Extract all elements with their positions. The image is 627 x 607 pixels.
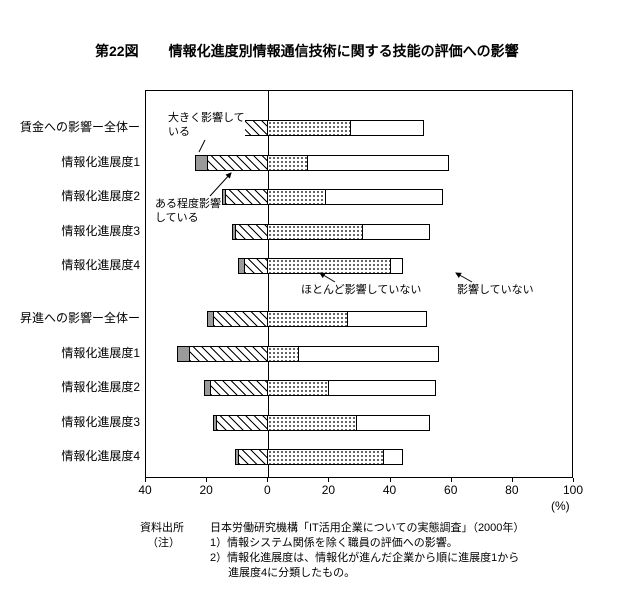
axis-tick-mark: [328, 478, 330, 482]
bar-segment-strongly-affected: [234, 449, 239, 465]
bar-segment-somewhat-affected: [207, 154, 269, 171]
category-label: 情報化進展度1: [61, 154, 140, 169]
axis-tick-label: 40: [138, 483, 152, 497]
note-spacer-1: [140, 551, 210, 566]
note-row-3: 進展度4に分類したもの。: [140, 566, 524, 581]
source-label: 資料出所: [140, 522, 184, 534]
bar-segment-somewhat-affected: [213, 311, 269, 327]
bar-segment-not-affected: [267, 120, 351, 136]
bar-segment-strongly-affected: [231, 223, 236, 240]
bar-segment-not-affected: [267, 449, 385, 465]
bars-layer: [146, 91, 572, 477]
bar-segment-somewhat-affected: [216, 414, 269, 431]
axis-tick-label: 60: [444, 483, 458, 497]
bar-segment-strongly-affected: [207, 311, 215, 327]
note-row-2: 2）情報化進展度は、情報化が進んだ企業から順に進展度1から: [140, 551, 524, 566]
axis-tick-mark: [450, 478, 452, 482]
bar-segment-somewhat-affected: [210, 380, 269, 396]
category-label: 情報化進展度4: [61, 258, 140, 273]
figure-number: 第22図: [95, 43, 139, 59]
category-label: 情報化進展度2: [61, 380, 140, 394]
note-spacer-2: [140, 566, 210, 581]
bar-segment-not-affected: [267, 311, 348, 327]
bar-segment-strongly-affected: [176, 345, 190, 362]
bar-segment-strongly-affected: [213, 414, 218, 431]
category-label: 昇進への影響ー全体ー: [19, 311, 140, 325]
axis-tick-label: 80: [505, 483, 519, 497]
source-text: 日本労働研究機構「IT活用企業についての実態調査」（2000年）: [210, 522, 525, 534]
note-row-1: （注） 1）情報システム関係を除く職員の評価への影響。: [140, 536, 524, 551]
bar-segment-not-affected: [267, 189, 327, 206]
category-label: 情報化進展度2: [61, 189, 140, 204]
note-3: 進展度4に分類したもの。: [228, 567, 356, 579]
axis-tick-label: 100: [562, 483, 584, 497]
figure-title: 第22図 情報化進度別情報通信技術に関する技能の評価への影響: [95, 41, 519, 61]
bar-segment-not-affected: [267, 380, 330, 396]
axis-tick-mark: [267, 478, 269, 482]
annotation-strongly-affected-label: 大きく影響して いる: [168, 111, 245, 139]
bar-segment-not-affected: [267, 258, 391, 275]
bar-segment-not-affected: [267, 154, 309, 171]
axis-tick-label: 40: [382, 483, 397, 497]
bar-segment-strongly-affected: [222, 189, 227, 206]
bar-segment-strongly-affected: [237, 258, 245, 275]
annotation-hardly-affected-label: ほとんど影響していない: [301, 283, 422, 297]
axis-tick-mark: [573, 478, 574, 482]
bar-segment-somewhat-affected: [225, 189, 269, 206]
bar-segment-strongly-affected: [204, 380, 212, 396]
axis-tick-label: 0: [263, 483, 271, 497]
axis-tick-mark: [511, 478, 513, 482]
category-label: 賃金への影響ー全体ー: [19, 120, 140, 134]
bar-segment-not-affected: [267, 223, 364, 240]
note-1: 1）情報システム関係を除く職員の評価への影響。: [210, 537, 458, 549]
category-label: 情報化進展度4: [61, 449, 140, 463]
zero-axis-line: [268, 91, 270, 477]
axis-tick-label: 20: [199, 483, 213, 497]
category-label: 情報化進展度1: [61, 345, 140, 360]
category-label: 情報化進展度3: [61, 414, 140, 429]
bar-segment-somewhat-affected: [188, 345, 269, 362]
annotation-somewhat-affected-label: ある程度影響 している: [155, 197, 221, 225]
bar-segment-somewhat-affected: [237, 449, 269, 465]
bar-segment-strongly-affected: [194, 154, 209, 171]
category-label: 情報化進展度3: [61, 223, 140, 238]
source-row: 資料出所 日本労働研究機構「IT活用企業についての実態調査」（2000年）: [140, 521, 524, 536]
bar-segment-somewhat-affected: [243, 258, 269, 275]
axis-tick-label: 20: [321, 483, 336, 497]
axis-tick-mark: [206, 478, 208, 482]
footer-notes: 資料出所 日本労働研究機構「IT活用企業についての実態調査」（2000年） （注…: [140, 521, 524, 581]
note-2: 2）情報化進展度は、情報化が進んだ企業から順に進展度1から: [210, 552, 520, 564]
figure-title-text: 情報化進度別情報通信技術に関する技能の評価への影響: [168, 43, 519, 59]
annotation-not-affected-label: 影響していない: [457, 283, 534, 297]
axis-tick-mark: [389, 478, 391, 482]
bar-segment-not-affected: [267, 345, 299, 362]
note-label: （注）: [147, 537, 180, 549]
axis-unit-label: (%): [551, 499, 570, 513]
bar-segment-somewhat-affected: [234, 223, 269, 240]
axis-tick-mark: [145, 478, 146, 482]
bar-segment-not-affected: [267, 414, 357, 431]
